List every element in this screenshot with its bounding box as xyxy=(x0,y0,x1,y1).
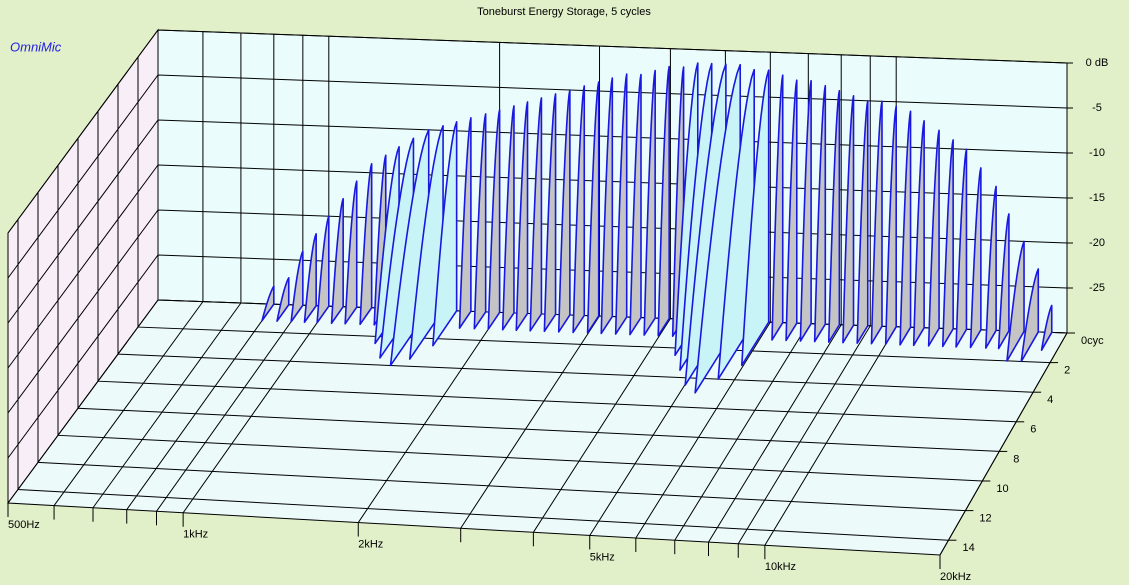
x-tick-label: 20kHz xyxy=(940,571,971,583)
slice xyxy=(1020,268,1040,363)
slice xyxy=(969,167,982,349)
y-tick-label: -20 xyxy=(1089,237,1105,249)
slice xyxy=(927,129,940,347)
y-tick-label: -15 xyxy=(1089,192,1105,204)
slice xyxy=(290,250,304,323)
slice xyxy=(303,232,317,324)
slice xyxy=(359,162,373,326)
slice xyxy=(856,99,869,344)
slice xyxy=(997,213,1010,350)
slice xyxy=(316,215,330,324)
slice xyxy=(842,94,855,344)
slice xyxy=(543,93,557,333)
z-tick-label: 0cyc xyxy=(1081,335,1104,347)
slice xyxy=(785,79,798,342)
brand: OmniMic xyxy=(10,39,62,54)
slice xyxy=(557,89,571,333)
slice xyxy=(1040,304,1053,351)
x-tick-label: 1kHz xyxy=(183,529,208,541)
z-tick-label: 14 xyxy=(962,542,974,554)
slice xyxy=(827,89,841,343)
slice xyxy=(473,113,487,330)
slice xyxy=(408,125,444,360)
slice xyxy=(643,69,656,336)
slice xyxy=(572,85,586,334)
x-tick-label: 2kHz xyxy=(358,538,383,550)
z-tick-label: 12 xyxy=(979,513,991,525)
chart-title: Toneburst Energy Storage, 5 cycles xyxy=(477,6,651,18)
slice xyxy=(1006,240,1025,362)
slice xyxy=(529,97,543,332)
z-grid-line xyxy=(57,165,983,482)
y-tick-label: -25 xyxy=(1089,282,1105,294)
slice xyxy=(799,79,812,342)
z-grid-line xyxy=(37,192,966,512)
slice xyxy=(330,197,344,325)
x-tick-label: 5kHz xyxy=(590,551,615,563)
y-tick-label: -10 xyxy=(1089,147,1105,159)
slice xyxy=(629,73,642,336)
z-tick-label: 10 xyxy=(996,483,1008,495)
slice xyxy=(586,81,600,334)
x-tick-label: 10kHz xyxy=(765,561,796,573)
z-grid-line xyxy=(77,138,1000,452)
slice xyxy=(912,120,925,347)
slice xyxy=(261,285,275,322)
x-tick-label: 500Hz xyxy=(8,519,40,531)
slice xyxy=(941,139,954,348)
z-grid-line xyxy=(17,219,949,541)
slice xyxy=(458,117,472,329)
slice xyxy=(487,109,501,331)
slice xyxy=(955,148,968,348)
z-tick-label: 6 xyxy=(1030,424,1036,436)
z-tick-label: 8 xyxy=(1013,453,1019,465)
y-tick-label: 0 dB xyxy=(1086,57,1109,69)
z-tick-label: 2 xyxy=(1064,365,1070,377)
z-tick-label: 4 xyxy=(1047,394,1053,406)
slice xyxy=(501,105,515,331)
slice xyxy=(600,77,614,335)
slice xyxy=(740,69,770,367)
slice xyxy=(657,65,670,337)
slice xyxy=(614,73,628,335)
slice xyxy=(771,74,784,341)
slice xyxy=(432,121,458,347)
y-tick-label: -5 xyxy=(1092,102,1102,114)
z-grid-line xyxy=(117,84,1034,393)
slice xyxy=(884,105,897,346)
slice xyxy=(985,185,997,349)
slice xyxy=(899,110,912,346)
slice xyxy=(870,100,883,345)
slice xyxy=(515,101,529,332)
slice xyxy=(276,276,290,323)
slice xyxy=(344,180,358,325)
slice xyxy=(813,84,827,343)
z-grid-line xyxy=(97,111,1017,423)
